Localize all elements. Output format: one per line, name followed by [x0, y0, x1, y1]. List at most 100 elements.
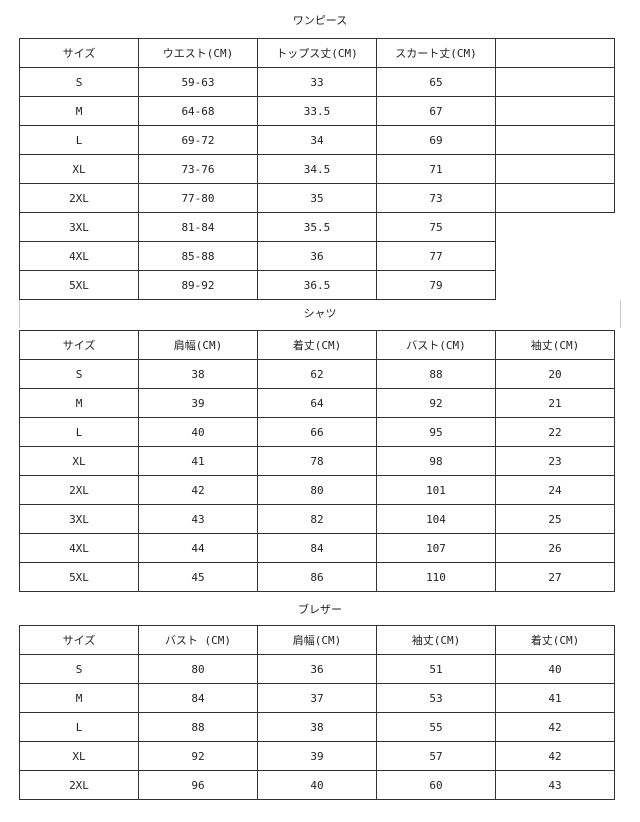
table-cell: 27: [495, 562, 615, 592]
table-cell: XL: [19, 154, 139, 184]
table-cell: 34: [257, 125, 377, 155]
table-row: XL 41 78 98 23: [19, 446, 615, 476]
table-cell: 66: [257, 417, 377, 447]
table-cell: 42: [138, 475, 258, 505]
table-row: M 39 64 92 21: [19, 388, 615, 418]
table-cell: 92: [138, 741, 258, 771]
table-cell: 65: [376, 67, 496, 97]
table-cell: 95: [376, 417, 496, 447]
table-cell: 44: [138, 533, 258, 563]
table-cell: 40: [257, 770, 377, 800]
table-cell: 5XL: [19, 562, 139, 592]
table-cell: 40: [138, 417, 258, 447]
table-cell: 88: [138, 712, 258, 742]
table-cell: M: [19, 96, 139, 126]
shirt-size-table: サイズ 肩幅(CM) 着丈(CM) バスト(CM) 袖丈(CM) S 38 62 88 20 M 39…: [19, 330, 615, 592]
table-cell: XL: [19, 446, 139, 476]
table-cell: L: [19, 125, 139, 155]
table-cell: 67: [376, 96, 496, 126]
table-cell: 55: [376, 712, 496, 742]
table-cell: [495, 96, 615, 126]
table-cell: 35: [257, 183, 377, 213]
table-cell: 2XL: [19, 183, 139, 213]
column-header: スカート丈(CM): [376, 38, 496, 68]
table-cell: 33.5: [257, 96, 377, 126]
table-cell: 45: [138, 562, 258, 592]
table-cell: [495, 154, 615, 184]
table-cell: 84: [138, 683, 258, 713]
table-cell: 73-76: [138, 154, 258, 184]
table-cell: 20: [495, 359, 615, 389]
table-cell: 23: [495, 446, 615, 476]
table-row: L 40 66 95 22: [19, 417, 615, 447]
onepiece-size-table: サイズ ウエスト(CM) トップス丈(CM) スカート丈(CM) S 59-63 33 65 M…: [19, 38, 615, 300]
column-header: 着丈(CM): [257, 330, 377, 360]
table-cell: 51: [376, 654, 496, 684]
table-cell: 78: [257, 446, 377, 476]
table-row: 4XL 85-88 36 77: [19, 241, 615, 271]
table-cell: 53: [376, 683, 496, 713]
empty-cell: [496, 213, 615, 242]
table-cell: 79: [376, 270, 496, 300]
table-cell: 80: [257, 475, 377, 505]
table-cell: 64-68: [138, 96, 258, 126]
column-header: ウエスト(CM): [138, 38, 258, 68]
table-cell: 41: [495, 683, 615, 713]
table-cell: 77-80: [138, 183, 258, 213]
table-cell: 36.5: [257, 270, 377, 300]
blazer-size-table: サイズ バスト (CM) 肩幅(CM) 袖丈(CM) 着丈(CM) S 80 36 51 40 M 8…: [19, 625, 615, 800]
table-cell: 22: [495, 417, 615, 447]
table-cell: 96: [138, 770, 258, 800]
column-header: 着丈(CM): [495, 625, 615, 655]
table-cell: [495, 183, 615, 213]
empty-cell: [496, 242, 615, 271]
table-cell: [495, 125, 615, 155]
table-cell: [495, 67, 615, 97]
table-row: XL 92 39 57 42: [19, 741, 615, 771]
table-cell: 73: [376, 183, 496, 213]
table-cell: 4XL: [19, 241, 139, 271]
column-header: 肩幅(CM): [138, 330, 258, 360]
table-cell: M: [19, 388, 139, 418]
table-cell: 88: [376, 359, 496, 389]
table-cell: S: [19, 654, 139, 684]
table-row: 3XL 81-84 35.5 75: [19, 212, 615, 242]
table-cell: 110: [376, 562, 496, 592]
table-cell: 26: [495, 533, 615, 563]
table-cell: S: [19, 359, 139, 389]
table-cell: 82: [257, 504, 377, 534]
table-cell: 43: [495, 770, 615, 800]
blazer-title: ブレザー: [298, 603, 342, 616]
table-cell: 2XL: [19, 770, 139, 800]
table-cell: 60: [376, 770, 496, 800]
table-cell: 42: [495, 741, 615, 771]
column-header: 肩幅(CM): [257, 625, 377, 655]
column-header: サイズ: [19, 330, 139, 360]
table-cell: L: [19, 712, 139, 742]
table-cell: 71: [376, 154, 496, 184]
table-cell: 89-92: [138, 270, 258, 300]
table-cell: 81-84: [138, 212, 258, 242]
table-row: S 59-63 33 65: [19, 67, 615, 97]
table-cell: 2XL: [19, 475, 139, 505]
table-cell: 107: [376, 533, 496, 563]
table-row: 2XL 96 40 60 43: [19, 770, 615, 800]
table-row: XL 73-76 34.5 71: [19, 154, 615, 184]
table-cell: 57: [376, 741, 496, 771]
table-row: 5XL 45 86 110 27: [19, 562, 615, 592]
table-row: S 38 62 88 20: [19, 359, 615, 389]
column-header: バスト (CM): [138, 625, 258, 655]
table-cell: 101: [376, 475, 496, 505]
table-cell: 39: [257, 741, 377, 771]
column-header: トップス丈(CM): [257, 38, 377, 68]
table-cell: 21: [495, 388, 615, 418]
empty-cell: [496, 271, 615, 300]
table-cell: L: [19, 417, 139, 447]
table-cell: 33: [257, 67, 377, 97]
table-cell: 69: [376, 125, 496, 155]
table-row: M 64-68 33.5 67: [19, 96, 615, 126]
table-cell: 36: [257, 241, 377, 271]
column-header: 袖丈(CM): [495, 330, 615, 360]
header-row: サイズ バスト (CM) 肩幅(CM) 袖丈(CM) 着丈(CM): [19, 625, 615, 655]
table-cell: 4XL: [19, 533, 139, 563]
